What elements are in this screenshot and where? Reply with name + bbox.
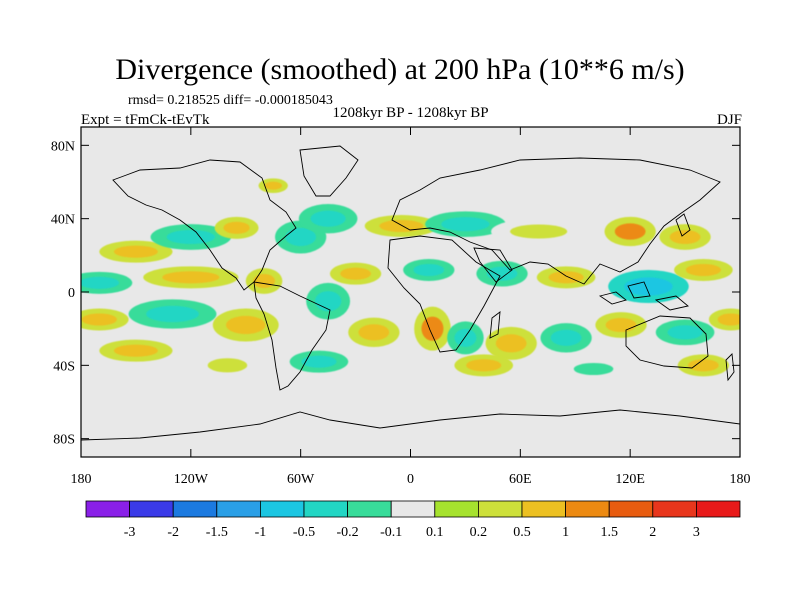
field-blob-core-25 [421,316,444,341]
field-blob-core-8 [510,224,568,239]
divergence-field [81,178,740,380]
field-blob-core-31 [717,313,740,326]
y-tick-label: 40N [51,213,75,228]
colorbar-label: 0.1 [426,525,444,540]
colorbar-label: 3 [693,525,700,540]
colorbar-swatch [85,500,130,518]
field-blob-core-26 [454,328,477,347]
period-label: 1208kyr BP - 1208kyr BP [332,105,489,121]
colorbar-label: 1.5 [600,525,618,540]
field-blob-core-5 [310,210,346,227]
field-blob-core-2 [223,221,250,234]
y-tick-label: 80N [51,139,75,154]
colorbar: -3 -2 -1.5 -1 -0.5 -0.2 -0.1 0.1 0.2 0.5 1 1.5 2 3 [85,500,741,540]
plot-title: Divergence (smoothed) at 200 hPa (10**6 … [115,53,685,86]
field-blob-core-0 [113,245,158,258]
colorbar-swatch [347,500,392,518]
field-blob-core-14 [340,267,371,280]
field-blob-core-11 [81,276,120,289]
colorbar-label: -0.1 [380,525,402,540]
field-blob-core-29 [605,317,637,333]
y-tick-label: 80S [53,433,75,448]
field-blob-core-3 [264,181,282,190]
x-tick-label: 120W [174,472,209,487]
x-tick-label: 0 [407,472,414,487]
field-blob-core-23 [314,291,342,312]
colorbar-label: 2 [649,525,656,540]
colorbar-swatch [216,500,261,518]
coastlines [81,145,740,441]
field-blob-core-9 [614,223,646,240]
field-blob-core-24 [358,324,390,341]
colorbar-swatch [477,500,523,518]
colorbar-label: 0.2 [470,525,488,540]
field-blob-core-1 [166,229,215,245]
longitude-axis: 180 120W 60W 0 60E 120E 180 [71,127,751,487]
field-blob-core-28 [550,329,582,346]
stats-label: rmsd= 0.218525 diff= -0.000185043 [128,93,333,108]
field-blob-core-18 [624,277,673,296]
field-blob-core-27 [495,334,527,353]
field-blob-core-12 [162,271,220,284]
y-tick-label: 0 [68,286,75,301]
field-blob-core-15 [413,263,445,277]
colorbar-label: -1 [255,525,267,540]
latitude-axis: 80N 40N 0 40S 80S [51,139,740,448]
field-blob-core-7 [441,217,490,232]
x-tick-label: 60W [287,472,315,487]
colorbar-swatch [608,500,654,518]
field-blob-core-32 [113,344,158,357]
colorbar-swatch [172,500,218,518]
field-blob-core-36 [573,362,614,376]
colorbar-label: 0.5 [513,525,531,540]
colorbar-label: -1.5 [206,525,228,540]
field-blob-core-13 [253,273,276,289]
field-blob-core-35 [466,359,502,372]
y-tick-label: 40S [53,359,75,374]
field-blob-core-10 [669,229,701,245]
colorbar-swatch [652,500,697,518]
x-tick-label: 180 [730,472,751,487]
x-tick-label: 180 [71,472,92,487]
colorbar-swatch [696,500,741,518]
field-blob-core-19 [685,263,721,277]
colorbar-swatch [521,500,566,518]
season-label: DJF [716,112,742,128]
x-tick-label: 60E [509,472,532,487]
colorbar-swatch [565,500,610,518]
colorbar-swatch [129,500,174,518]
field-blob-core-4 [285,227,317,247]
field-blob-core-30 [667,325,703,340]
field-blob-core-34 [301,355,337,368]
field-blob-core-21 [146,305,199,323]
colorbar-swatch [259,500,305,518]
field-blob-core-22 [225,315,266,335]
field-blob-core-20 [81,313,117,326]
colorbar-label: -0.5 [293,525,315,540]
field-blob-core-33 [207,358,248,373]
field-blob-core-37 [688,359,719,372]
colorbar-swatch [303,500,348,518]
x-tick-label: 120E [615,472,645,487]
colorbar-label: 1 [562,525,569,540]
field-blob-core-6 [379,219,424,233]
colorbar-swatch [434,500,479,518]
colorbar-label: -3 [124,525,136,540]
colorbar-label: -0.2 [337,525,359,540]
colorbar-label: -2 [167,525,179,540]
experiment-label: Expt = tFmCk-tEvTk [81,112,210,128]
colorbar-swatch [390,500,436,518]
